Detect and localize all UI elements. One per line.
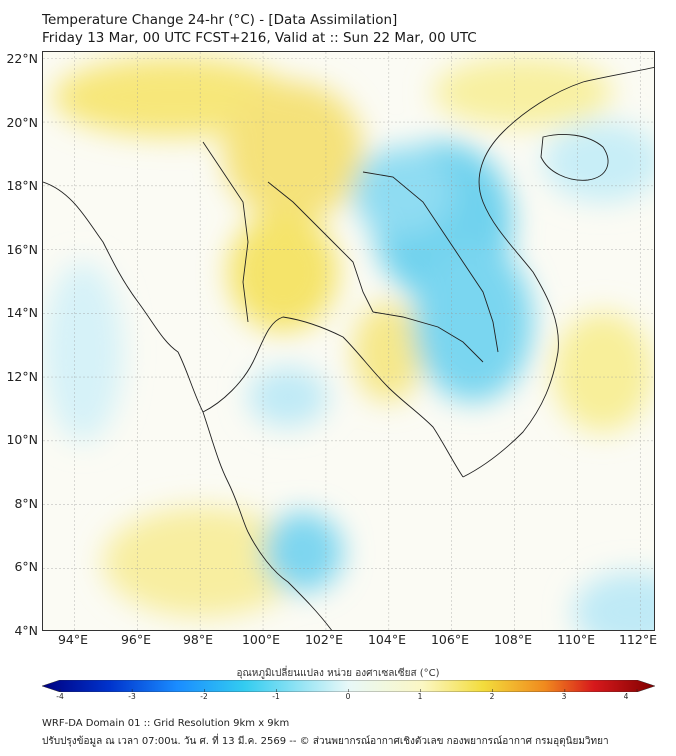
x-tick-label: 98°E	[182, 632, 214, 647]
map-panel[interactable]	[42, 51, 655, 631]
y-tick-label: 6°N	[14, 559, 38, 574]
x-tick-label: 104°E	[367, 632, 406, 647]
title-line-2: Friday 13 Mar, 00 UTC FCST+216, Valid at…	[42, 30, 477, 46]
y-tick-label: 4°N	[14, 623, 38, 638]
cool-area-northeast	[353, 147, 453, 237]
coastline-malay-peninsula	[247, 531, 333, 630]
coastline-myanmar-west	[43, 181, 249, 533]
cool-area-gulf	[248, 367, 328, 427]
coastlines-and-borders	[43, 66, 654, 630]
warm-area-sea	[553, 312, 653, 432]
x-tick-label: 112°E	[618, 632, 657, 647]
cool-area-west	[43, 262, 123, 442]
x-tick-label: 94°E	[57, 632, 89, 647]
coastline-gulf-of-thailand	[202, 316, 464, 478]
y-tick-label: 12°N	[6, 369, 38, 384]
gridlines	[43, 52, 654, 630]
y-tick-label: 20°N	[6, 115, 38, 130]
x-tick-label: 108°E	[493, 632, 532, 647]
cool-area-hainan	[543, 122, 654, 202]
x-tick-label: 106°E	[430, 632, 469, 647]
y-tick-label: 8°N	[14, 496, 38, 511]
x-tick-label: 100°E	[241, 632, 280, 647]
colorbar-tick-label: -3	[128, 692, 136, 701]
warm-area-north-thailand	[223, 82, 363, 222]
y-tick-label: 18°N	[6, 178, 38, 193]
y-tick-label: 10°N	[6, 432, 38, 447]
border-thailand-cambodia	[372, 311, 484, 363]
x-tick-label: 110°E	[556, 632, 595, 647]
cool-area-south-thailand	[263, 512, 343, 592]
footer-credits: ปรับปรุงข้อมูล ณ เวลา 07:00น. วัน ศ. ที่…	[42, 736, 609, 747]
cool-area-cambodia	[413, 242, 533, 402]
warm-area-andaman	[103, 507, 303, 617]
chart-title: Temperature Change 24-hr (°C) - [Data As…	[42, 11, 477, 47]
colorbar-tick-label: 2	[489, 692, 495, 701]
colorbar-tick-marks	[59, 689, 638, 692]
warm-area-east-thailand	[353, 302, 423, 402]
colorbar-tick-label: 1	[417, 692, 423, 701]
colorbar-tick-label: -4	[56, 692, 64, 701]
cool-area-southeast	[573, 572, 654, 630]
coastline-vietnam	[462, 66, 654, 478]
title-line-1: Temperature Change 24-hr (°C) - [Data As…	[42, 12, 398, 28]
temperature-field	[43, 57, 654, 630]
border-thailand-laos	[267, 181, 374, 313]
colorbar-title: อุณหภูมิเปลี่ยนแปลง หน่วย องศาเซลเซียส (…	[236, 668, 440, 679]
warm-area-gulf-tonkin	[433, 57, 613, 127]
colorbar	[42, 680, 655, 692]
colorbar-gradient	[42, 680, 655, 692]
warm-area-central	[228, 212, 338, 332]
x-tick-label: 96°E	[120, 632, 152, 647]
colorbar-tick-label: 0	[345, 692, 351, 701]
colorbar-tick-label: 3	[561, 692, 567, 701]
footer-model-info: WRF-DA Domain 01 :: Grid Resolution 9km …	[42, 718, 290, 729]
coastline-hainan	[540, 134, 609, 181]
colorbar-tick-label: 4	[623, 692, 629, 701]
colorbar-tick-label: -1	[272, 692, 280, 701]
x-tick-label: 102°E	[304, 632, 343, 647]
y-tick-label: 16°N	[6, 242, 38, 257]
border-thailand-myanmar	[202, 141, 249, 323]
y-tick-label: 14°N	[6, 305, 38, 320]
map-canvas	[43, 52, 654, 630]
y-tick-label: 22°N	[6, 51, 38, 66]
border-laos-vietnam	[362, 171, 499, 353]
colorbar-tick-label: -2	[200, 692, 208, 701]
